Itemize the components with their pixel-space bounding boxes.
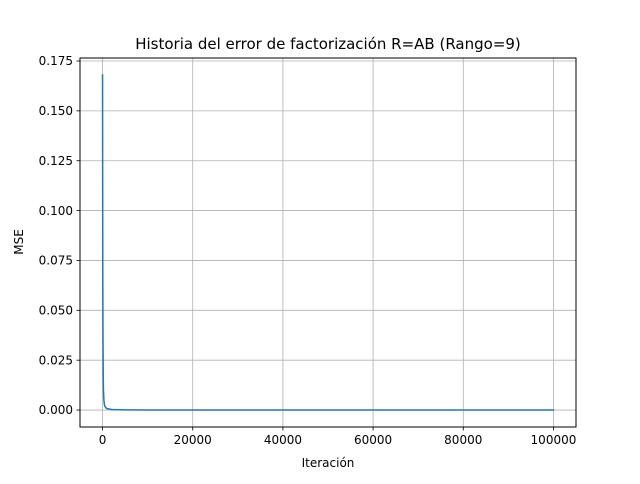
y-tick-label: 0.025 bbox=[39, 353, 73, 367]
y-axis-ticks: 0.000 0.025 0.050 0.075 0.100 0.125 0.150 0.175 bbox=[39, 54, 80, 417]
x-tick-label: 80000 bbox=[444, 433, 482, 447]
y-tick-label: 0.175 bbox=[39, 54, 73, 68]
x-tick-label: 20000 bbox=[174, 433, 212, 447]
series-layer bbox=[101, 74, 555, 411]
x-tick-label: 0 bbox=[99, 433, 107, 447]
x-axis-ticks: 0 20000 40000 60000 80000 100000 bbox=[99, 427, 577, 447]
x-tick-label: 60000 bbox=[354, 433, 392, 447]
y-tick-label: 0.150 bbox=[39, 104, 73, 118]
x-tick-label: 100000 bbox=[531, 433, 577, 447]
y-tick-label: 0.075 bbox=[39, 254, 73, 268]
series-line bbox=[101, 74, 555, 411]
y-axis-label: MSE bbox=[12, 229, 26, 255]
y-tick-label: 0.100 bbox=[39, 204, 73, 218]
y-tick-label: 0.125 bbox=[39, 154, 73, 168]
y-tick-label: 0.000 bbox=[39, 403, 73, 417]
chart-title: Historia del error de factorización R=AB… bbox=[135, 35, 521, 53]
y-tick-label: 0.050 bbox=[39, 304, 73, 318]
plot-frame bbox=[79, 57, 577, 428]
grid-lines bbox=[80, 58, 576, 427]
x-tick-label: 40000 bbox=[264, 433, 302, 447]
x-axis-label: Iteración bbox=[302, 456, 355, 470]
